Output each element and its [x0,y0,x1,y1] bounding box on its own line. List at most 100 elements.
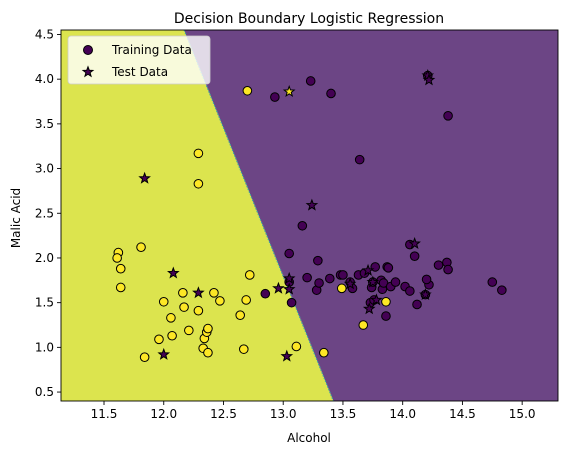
training-point [235,310,246,320]
x-tick-label: 13.5 [330,407,357,421]
test-point [408,237,421,250]
x-axis-label: Alcohol [287,431,331,445]
training-point [381,296,391,307]
training-point [325,273,335,284]
training-point [336,283,347,294]
training-point [242,85,253,96]
training-point [390,277,401,287]
test-point [366,275,380,288]
training-point [241,295,251,305]
training-point [115,282,126,293]
x-tick-label: 14.0 [389,407,416,421]
y-tick-label: 4.5 [35,27,54,41]
x-tick-label: 11.5 [91,407,118,421]
x-tick-label: 13.0 [270,407,297,421]
y-tick-label: 3.5 [35,117,54,131]
test-point [138,171,151,184]
training-point [354,154,365,165]
training-point [433,260,444,270]
training-point [193,178,204,189]
test-point [419,287,432,300]
test-point [192,286,205,299]
test-point [167,266,180,279]
training-point [497,285,507,295]
x-axis-ticks: 11.5 12.0 12.5 13.0 13.5 14.0 14.5 15.0 [91,401,536,421]
legend-box [67,35,211,85]
training-point [270,92,280,102]
test-point [422,73,436,86]
decision-regions [61,30,558,401]
y-tick-label: 1.0 [35,340,54,354]
test-point [305,198,319,211]
training-point [238,344,249,354]
training-point [193,148,204,159]
training-point [319,347,329,358]
training-point [136,242,146,253]
legend-star-shape [81,65,95,78]
training-point [154,334,164,345]
training-point [443,111,453,121]
legend-training-marker [83,45,93,55]
training-point [326,88,336,99]
legend-training-label: Training Data [111,43,192,57]
training-point [215,296,225,306]
training-point [184,325,194,336]
training-point [358,320,369,330]
x-tick-label: 12.0 [150,407,177,421]
training-point [302,272,312,283]
training-point [313,255,323,266]
training-point [314,278,324,288]
training-point [203,347,213,358]
x-tick-label: 15.0 [509,407,536,421]
test-point [272,281,285,294]
training-point [158,296,169,307]
test-point [280,349,294,362]
decision-boundary-line [183,30,334,401]
y-tick-label: 3.0 [35,162,54,176]
test-points [138,68,436,362]
y-tick-label: 1.5 [35,296,54,310]
region-low-alcohol [61,30,334,401]
training-point [260,288,271,299]
test-point [282,282,296,295]
training-point [112,253,122,263]
training-point [421,274,432,285]
test-point [361,263,375,276]
training-point [291,341,302,352]
training-point [166,313,176,323]
training-point [139,352,150,362]
x-tick-label: 12.5 [210,407,237,421]
region-high-alcohol [184,30,558,401]
y-tick-label: 4.0 [35,72,54,86]
training-point [383,262,394,273]
training-point [305,76,316,86]
plot-frame [60,29,559,402]
legend: Training Data Test Data [67,35,211,85]
training-point [244,270,255,280]
y-axis-ticks: 0.5 1.0 1.5 2.0 2.5 3.0 3.5 4.0 4.5 [35,27,61,399]
training-point [286,297,297,308]
test-point [362,302,376,315]
training-point [178,288,188,298]
y-tick-label: 2.0 [35,251,54,265]
training-point [412,299,422,310]
test-point [282,271,296,284]
training-point [167,330,177,341]
training-point [115,263,126,274]
training-point [209,288,219,298]
training-point [297,220,308,231]
y-tick-label: 2.5 [35,206,54,220]
training-point [443,264,453,275]
training-point [203,323,213,334]
y-axis-label: Malic Acid [9,188,23,248]
test-point [370,293,383,306]
chart-title: Decision Boundary Logistic Regression [174,11,444,27]
training-point [487,277,498,287]
legend-test-label: Test Data [111,65,168,79]
test-point [157,347,171,360]
training-point [284,248,294,259]
training-point [405,286,415,296]
training-point [381,311,391,321]
